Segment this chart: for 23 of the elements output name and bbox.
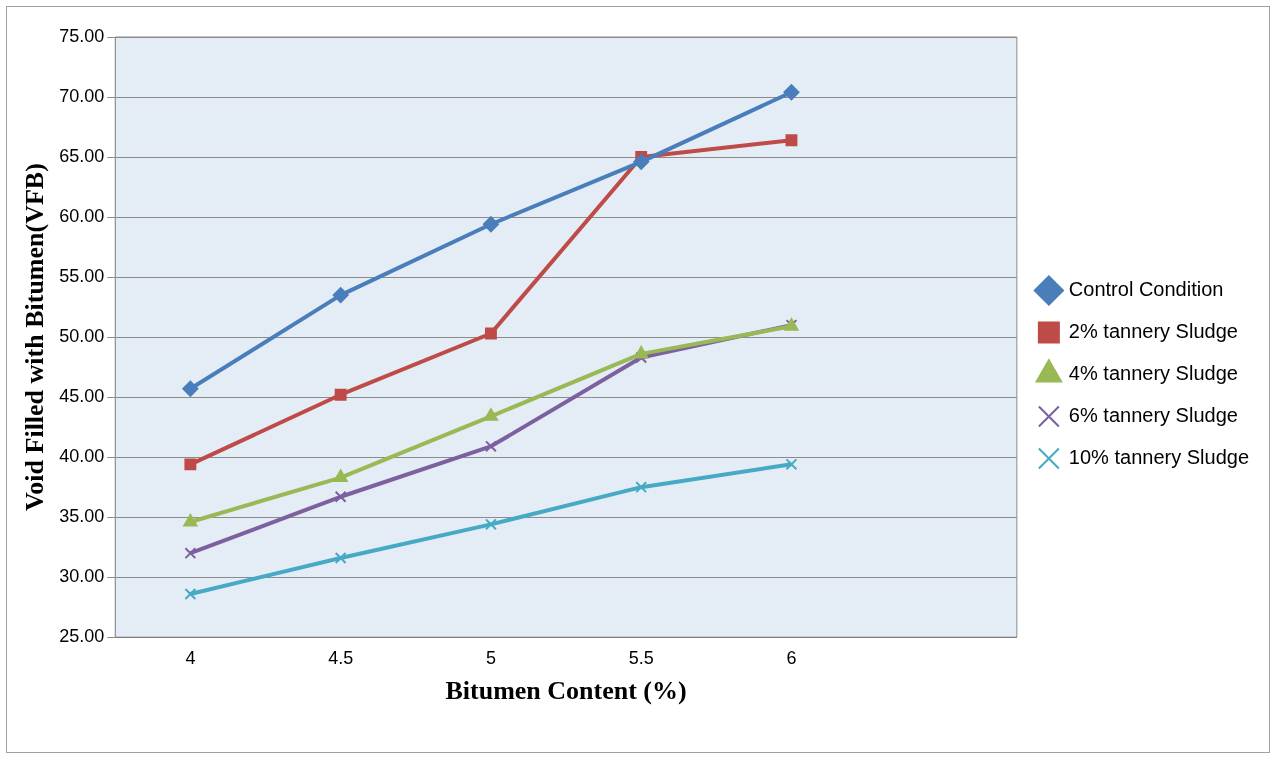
x-tick-label: 6 — [786, 647, 797, 668]
legend-label: 10% tannery Sludge — [1068, 446, 1250, 469]
y-axis-title: Void Filled with Bitumen(VFB) — [20, 163, 50, 512]
y-tick-label: 25.00 — [59, 626, 105, 647]
x-tick-label: 5.5 — [628, 647, 654, 668]
y-tick-label: 55.00 — [59, 266, 105, 287]
x-tick-label: 4 — [185, 647, 196, 668]
y-tick-label: 30.00 — [59, 566, 105, 587]
y-tick-label: 70.00 — [59, 85, 105, 106]
y-tick-label: 35.00 — [59, 506, 105, 527]
legend-label: 6% tannery Sludge — [1068, 404, 1238, 427]
x-tick-label: 4.5 — [328, 647, 354, 668]
x-tick-label: 5 — [485, 647, 496, 668]
y-tick-label: 65.00 — [59, 146, 105, 167]
legend-label: Control Condition — [1068, 278, 1224, 301]
legend-label: 4% tannery Sludge — [1068, 362, 1238, 385]
y-tick-label: 75.00 — [59, 25, 105, 46]
y-tick-label: 50.00 — [59, 326, 105, 347]
y-tick-label: 60.00 — [59, 206, 105, 227]
y-tick-label: 40.00 — [59, 446, 105, 467]
legend-label: 2% tannery Sludge — [1068, 320, 1238, 343]
y-tick-label: 45.00 — [59, 386, 105, 407]
x-axis-title: Bitumen Content (%) — [445, 676, 687, 706]
